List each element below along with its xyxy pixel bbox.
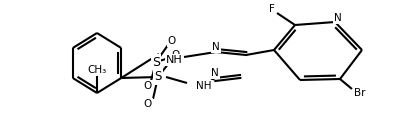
Text: NH: NH <box>196 81 211 91</box>
Text: N: N <box>212 42 220 52</box>
Text: N: N <box>211 68 219 78</box>
Text: F: F <box>269 4 275 14</box>
Text: Br: Br <box>354 88 366 98</box>
Text: O: O <box>172 50 180 60</box>
Text: O: O <box>144 81 152 91</box>
Text: O: O <box>144 99 152 109</box>
Text: S: S <box>152 56 160 68</box>
Text: S: S <box>154 71 162 83</box>
Text: NH: NH <box>166 55 183 65</box>
Text: O: O <box>168 36 176 46</box>
Text: CH₃: CH₃ <box>88 65 107 75</box>
Text: N: N <box>334 13 342 23</box>
